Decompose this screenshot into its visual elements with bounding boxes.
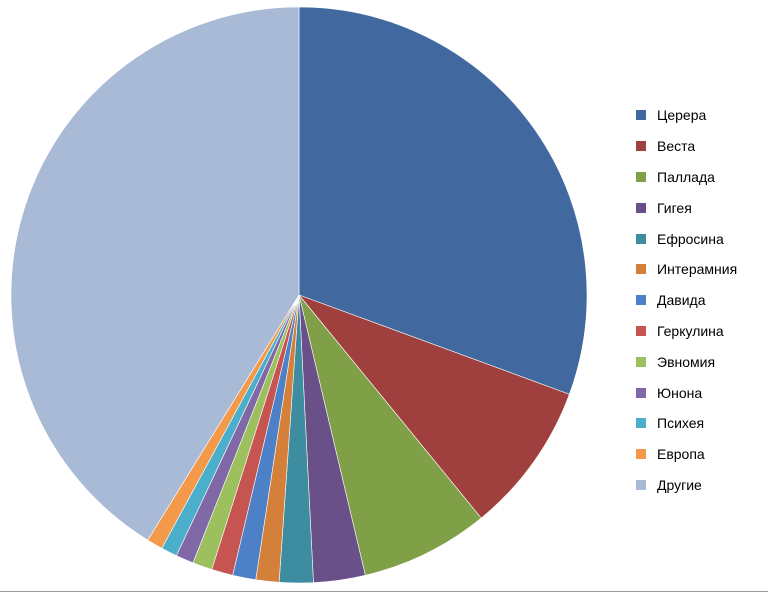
legend-item-8: Геркулина: [636, 316, 737, 347]
legend-item-11: Психея: [636, 408, 737, 439]
legend-label: Паллада: [657, 168, 715, 185]
legend-swatch: [636, 479, 646, 490]
legend-item-6: Интерамния: [636, 254, 737, 285]
legend-item-7: Давида: [636, 285, 737, 316]
legend-swatch: [636, 418, 646, 429]
slice-2: [298, 294, 570, 519]
legend-item-12: Европа: [636, 439, 737, 470]
legend-swatch: [636, 325, 646, 336]
legend-swatch: [636, 356, 646, 367]
legend-item-3: Паллада: [636, 162, 737, 193]
legend-swatch: [636, 387, 646, 398]
legend-swatch: [636, 141, 646, 152]
legend-item-13: Другие: [636, 470, 737, 501]
slice-3: [298, 294, 482, 576]
legend-swatch: [636, 449, 646, 460]
legend-label: Ефросина: [657, 230, 724, 247]
legend-swatch: [636, 202, 646, 213]
legend-swatch: [636, 171, 646, 182]
legend-label: Эвномия: [657, 353, 716, 370]
legend-item-5: Ефросина: [636, 223, 737, 254]
legend-label: Другие: [657, 476, 702, 493]
legend-label: Веста: [657, 138, 696, 155]
legend-label: Геркулина: [657, 322, 724, 339]
legend-item-4: Гигея: [636, 192, 737, 223]
legend: Церера Веста Паллада Гигея Ефросина Интерамни…: [636, 100, 737, 500]
legend-label: Гигея: [657, 199, 692, 216]
legend-label: Европа: [657, 446, 705, 463]
legend-label: Юнона: [657, 384, 703, 401]
legend-item-2: Веста: [636, 131, 737, 162]
legend-item-10: Юнона: [636, 377, 737, 408]
pie-chart: [10, 6, 588, 584]
legend-label: Интерамния: [657, 261, 738, 278]
legend-label: Давида: [657, 292, 706, 309]
legend-item-1: Церера: [636, 100, 737, 131]
legend-item-9: Эвномия: [636, 346, 737, 377]
legend-label: Психея: [657, 415, 705, 432]
legend-swatch: [636, 233, 646, 244]
bottom-divider: [0, 591, 768, 592]
legend-swatch: [636, 264, 646, 275]
legend-swatch: [636, 295, 646, 306]
slice-13: [10, 6, 300, 541]
legend-swatch: [636, 110, 646, 121]
legend-label: Церера: [657, 107, 707, 124]
slice-1: [298, 6, 588, 395]
